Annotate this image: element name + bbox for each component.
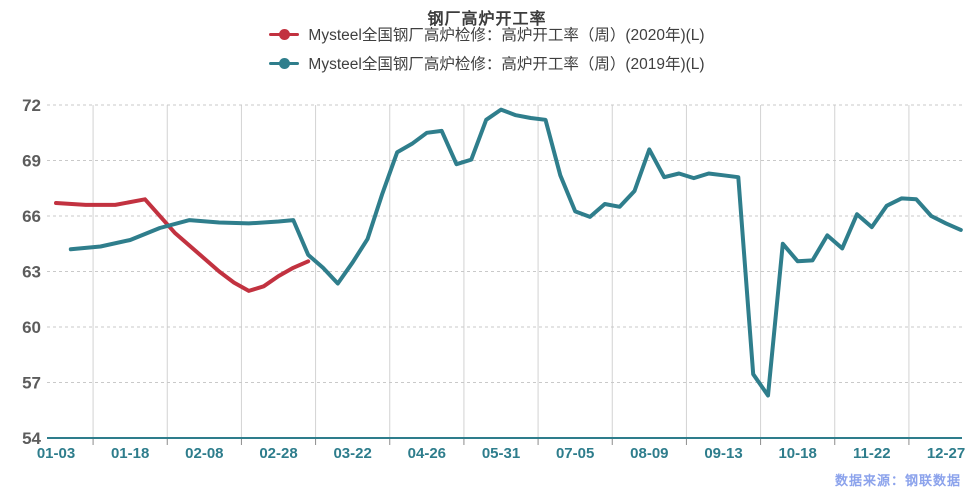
x-axis-label: 11-22 [853, 445, 891, 462]
legend-item-2020[interactable]: Mysteel全国钢厂高炉检修：高炉开工率（周）(2020年)(L) [269, 23, 705, 45]
x-axis-label: 07-05 [556, 445, 594, 462]
x-axis-label: 04-26 [408, 445, 446, 462]
line-dot-icon [269, 57, 300, 69]
chart-title: 钢厂高炉开工率 [427, 11, 547, 28]
y-axis-label: 54 [22, 429, 41, 448]
x-axis-label: 02-08 [185, 445, 223, 462]
y-axis-label: 57 [22, 374, 41, 393]
x-axis-label: 01-18 [111, 445, 149, 462]
x-axis-label: 10-18 [778, 445, 816, 462]
series-line-2019[interactable] [68, 107, 963, 398]
line-dot-icon [269, 28, 300, 40]
y-axis-label: 63 [22, 263, 41, 282]
data-source: 数据来源：钢联数据 [834, 473, 961, 488]
x-axis-label: 12-27 [927, 445, 965, 462]
y-axis-label: 69 [22, 152, 41, 171]
legend: Mysteel全国钢厂高炉检修：高炉开工率（周）(2020年)(L) Myste… [0, 23, 974, 74]
x-axis-label: 09-13 [704, 445, 742, 462]
legend-item-2019[interactable]: Mysteel全国钢厂高炉检修：高炉开工率（周）(2019年)(L) [269, 52, 705, 74]
x-axis-label: 01-03 [37, 445, 75, 462]
x-axis-label: 03-22 [333, 445, 371, 462]
x-axis-label: 02-28 [259, 445, 297, 462]
x-axis-label: 08-09 [630, 445, 668, 462]
legend-label-2020: Mysteel全国钢厂高炉检修：高炉开工率（周）(2020年)(L) [308, 27, 705, 44]
y-axis-label: 60 [22, 318, 41, 337]
legend-label-2019: Mysteel全国钢厂高炉检修：高炉开工率（周）(2019年)(L) [308, 56, 705, 73]
y-axis-label: 66 [22, 207, 41, 226]
y-axis-label: 72 [22, 96, 41, 115]
x-axis-label: 05-31 [482, 445, 520, 462]
series-line-2020[interactable] [54, 197, 311, 293]
